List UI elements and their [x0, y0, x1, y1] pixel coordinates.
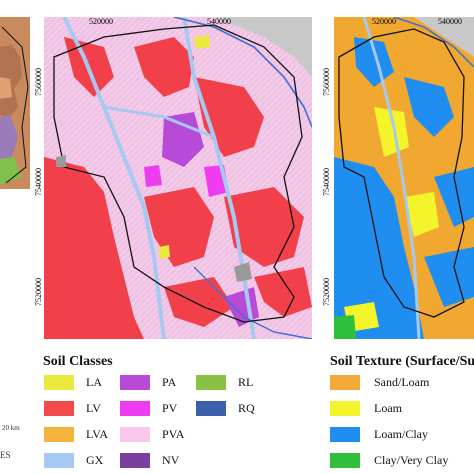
- y-tick-label: 7520000: [322, 278, 331, 306]
- legend-swatch-rq: [196, 401, 226, 416]
- legend-label-pa: PA: [162, 375, 177, 389]
- soil-classes-map: 520000 540000: [44, 17, 312, 339]
- legend-swatch-nv: [120, 453, 150, 468]
- left-map-fragment: [0, 17, 30, 189]
- legend-label-loam-clay: Loam/Clay: [374, 427, 428, 441]
- soil-texture-legend-title: Soil Texture (Surface/Su: [330, 354, 474, 369]
- x-tick-label: 520000: [372, 17, 396, 26]
- legend-label-nv: NV: [162, 453, 180, 467]
- legend-swatch-pv: [120, 401, 150, 416]
- legend-label-gx: GX: [86, 453, 104, 467]
- legend-label-sand-loam: Sand/Loam: [374, 375, 430, 389]
- legend-label-lva: LVA: [86, 427, 109, 441]
- legend-swatch-loam-clay: [330, 427, 360, 442]
- left-map-graphic: [0, 17, 30, 189]
- legend-swatch-lva: [44, 427, 74, 442]
- y-tick-label: 7560000: [322, 68, 331, 96]
- legend-swatch-loam: [330, 401, 360, 416]
- legend-label-rl: RL: [238, 375, 254, 389]
- x-tick-label: 540000: [207, 17, 231, 26]
- legend-label-pva: PVA: [162, 427, 185, 441]
- legend-swatch-la: [44, 375, 74, 390]
- legend-label-lv: LV: [86, 401, 101, 415]
- soil-classes-map-graphic: [44, 17, 312, 339]
- y-tick-label: 7540000: [34, 168, 43, 196]
- legend-swatch-pva: [120, 427, 150, 442]
- legend-swatch-lv: [44, 401, 74, 416]
- legend-swatch-sand-loam: [330, 375, 360, 390]
- legend-label-loam: Loam: [374, 401, 402, 415]
- y-tick-label: 7520000: [34, 278, 43, 306]
- y-tick-label: 7540000: [322, 168, 331, 196]
- soil-texture-map: [334, 17, 474, 339]
- y-tick-label: 7560000: [34, 68, 43, 96]
- legend-swatch-clay-very-clay: [330, 453, 360, 468]
- scale-bar-label: 20 km: [2, 424, 20, 432]
- legend-label-clay-very-clay: Clay/Very Clay: [374, 453, 449, 467]
- x-tick-label: 540000: [438, 17, 462, 26]
- legend-swatch-rl: [196, 375, 226, 390]
- soil-texture-map-graphic: [334, 17, 474, 339]
- left-fragment-text: ES: [0, 450, 11, 460]
- legend-label-la: LA: [86, 375, 102, 389]
- x-tick-label: 520000: [89, 17, 113, 26]
- legend-swatch-gx: [44, 453, 74, 468]
- legend-label-pv: PV: [162, 401, 178, 415]
- legend-label-rq: RQ: [238, 401, 255, 415]
- legend-swatch-pa: [120, 375, 150, 390]
- soil-classes-legend-title: Soil Classes: [43, 354, 113, 369]
